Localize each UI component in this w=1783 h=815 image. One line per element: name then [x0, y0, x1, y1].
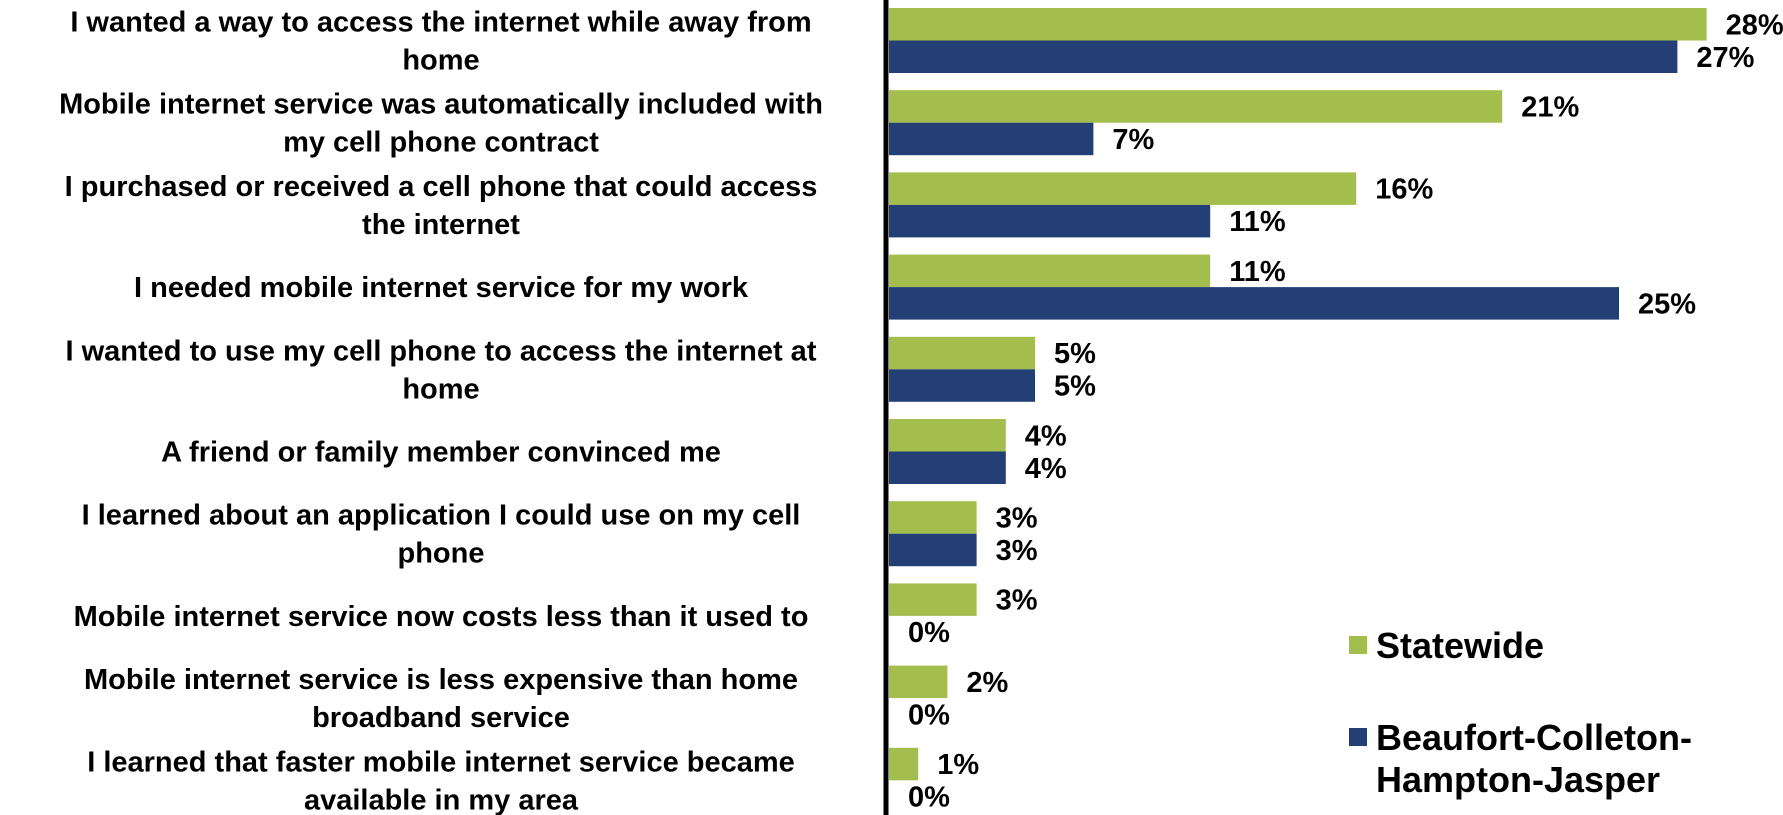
value-label: 0%	[908, 617, 950, 649]
category-label-line: I learned about an application I could u…	[82, 500, 801, 532]
category-label: Mobile internet service is less expensiv…	[84, 664, 798, 734]
legend: Statewide Beaufort-Colleton-Hampton-Jaspe…	[1349, 625, 1692, 800]
category-label: A friend or family member convinced me	[161, 437, 721, 469]
bar-beaufort-colleton-hampton-jasper	[889, 533, 977, 567]
category-label-line: Mobile internet service now costs less t…	[74, 601, 809, 633]
bar-statewide	[889, 665, 948, 699]
value-label: 0%	[908, 699, 950, 731]
bar-statewide	[889, 747, 919, 781]
value-label: 16%	[1375, 174, 1433, 206]
bar-beaufort-colleton-hampton-jasper	[889, 122, 1094, 156]
legend-swatch	[1349, 636, 1367, 654]
category-label-line: home	[402, 373, 479, 405]
value-label: 3%	[996, 535, 1038, 567]
category-label: Mobile internet service now costs less t…	[74, 601, 809, 633]
category-label-line: I learned that faster mobile internet se…	[87, 746, 795, 778]
bar-statewide	[889, 501, 977, 534]
legend-label: Beaufort-Colleton-Hampton-Jasper	[1376, 717, 1692, 800]
value-labels: 28%27%21%7%16%11%11%25%5%5%4%4%3%3%3%0%2…	[908, 9, 1783, 813]
value-label: 25%	[1638, 288, 1696, 320]
value-label: 4%	[1025, 420, 1067, 452]
category-label: I learned that faster mobile internet se…	[87, 746, 795, 815]
category-label: I wanted a way to access the internet wh…	[70, 7, 811, 77]
value-label: 7%	[1112, 124, 1154, 156]
bar-statewide	[889, 583, 977, 616]
category-label-line: broadband service	[312, 702, 570, 734]
bar-beaufort-colleton-hampton-jasper	[889, 451, 1006, 484]
value-label: 11%	[1229, 206, 1286, 238]
category-label: I learned about an application I could u…	[82, 500, 801, 570]
legend-label-line: Hampton-Jasper	[1376, 759, 1660, 800]
bar-beaufort-colleton-hampton-jasper	[889, 204, 1211, 238]
category-label-line: A friend or family member convinced me	[161, 437, 721, 469]
bar-statewide	[889, 90, 1503, 123]
legend-label-line: Statewide	[1376, 625, 1544, 666]
category-label-line: I wanted a way to access the internet wh…	[70, 7, 811, 39]
category-label-line: I wanted to use my cell phone to access …	[66, 335, 817, 367]
value-label: 5%	[1054, 338, 1096, 370]
category-label-line: my cell phone contract	[283, 127, 599, 159]
value-label: 1%	[937, 749, 979, 781]
category-label: I wanted to use my cell phone to access …	[66, 335, 817, 405]
category-label-line: I needed mobile internet service for my …	[134, 272, 749, 304]
bar-statewide	[889, 8, 1707, 41]
value-label: 3%	[996, 502, 1038, 534]
category-label: I needed mobile internet service for my …	[134, 272, 749, 304]
category-label-line: I purchased or received a cell phone tha…	[65, 171, 818, 203]
legend-swatch	[1349, 728, 1367, 746]
category-labels: I wanted a way to access the internet wh…	[59, 7, 823, 815]
value-label: 0%	[908, 782, 950, 814]
category-label-line: the internet	[362, 209, 520, 241]
bar-statewide	[889, 172, 1357, 205]
legend-label: Statewide	[1376, 625, 1544, 666]
value-label: 28%	[1726, 9, 1783, 41]
legend-label-line: Beaufort-Colleton-	[1376, 717, 1692, 758]
bar-statewide	[889, 419, 1006, 452]
category-label-line: available in my area	[304, 784, 579, 815]
category-label: I purchased or received a cell phone tha…	[65, 171, 818, 241]
value-label: 27%	[1696, 42, 1754, 74]
value-label: 3%	[996, 585, 1038, 617]
value-label: 4%	[1025, 453, 1067, 485]
bar-statewide	[889, 254, 1211, 288]
bar-statewide	[889, 336, 1035, 370]
category-label-line: Mobile internet service is less expensiv…	[84, 664, 798, 696]
bar-beaufort-colleton-hampton-jasper	[889, 287, 1619, 320]
value-label: 11%	[1229, 256, 1286, 288]
value-label: 5%	[1054, 371, 1096, 403]
bar-beaufort-colleton-hampton-jasper	[889, 40, 1678, 73]
bar-beaufort-colleton-hampton-jasper	[889, 369, 1035, 402]
category-label-line: Mobile internet service was automaticall…	[59, 89, 823, 121]
category-label-line: phone	[398, 538, 485, 570]
value-label: 2%	[966, 667, 1008, 699]
value-label: 21%	[1521, 91, 1579, 123]
category-label-line: home	[402, 45, 479, 77]
bars	[889, 8, 1707, 781]
category-label: Mobile internet service was automaticall…	[59, 89, 823, 159]
